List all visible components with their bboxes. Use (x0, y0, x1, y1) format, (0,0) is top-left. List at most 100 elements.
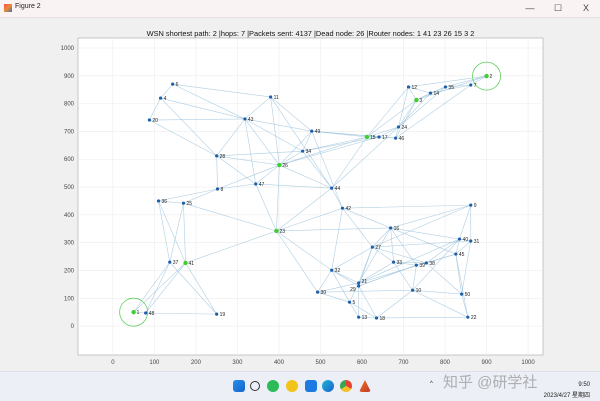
taskbar: ^ 9:50 2023/4/27 星期四 (0, 371, 600, 401)
edge-line (398, 86, 409, 128)
security-icon[interactable] (305, 380, 317, 392)
edge-line (331, 188, 343, 209)
sensor-node (215, 187, 220, 191)
sensor-node (377, 135, 381, 139)
sensor-node (156, 199, 161, 203)
edge-line (331, 126, 399, 189)
edge-line (358, 316, 377, 319)
node-label: 1 (137, 310, 140, 316)
edge-line (358, 261, 394, 284)
sensor-node (171, 82, 175, 86)
edge-line (183, 202, 277, 232)
clock-time[interactable]: 9:50 (578, 382, 590, 388)
edge-line (470, 75, 487, 86)
edge-line (169, 203, 184, 263)
sensor-node (357, 284, 361, 288)
tray-chevron-icon[interactable]: ^ (430, 381, 433, 387)
router-node (364, 134, 370, 140)
sensor-node (254, 182, 258, 186)
chrome-icon[interactable] (340, 380, 352, 392)
node-label: 11 (274, 95, 279, 101)
edge-line (393, 261, 427, 264)
sensor-node (357, 281, 361, 285)
node-label: 45 (459, 252, 465, 258)
node-label: 7 (474, 83, 477, 89)
sensor-node (428, 91, 433, 95)
node-label: 18 (380, 316, 386, 322)
edge-line (185, 230, 277, 264)
router-node (183, 260, 188, 266)
edge-line (390, 227, 460, 240)
edge-line (358, 253, 456, 284)
edge-line (342, 204, 471, 209)
edge-line (378, 136, 396, 139)
edge-line (216, 155, 218, 189)
edge-line (317, 282, 359, 293)
matlab-icon[interactable] (359, 380, 371, 392)
edge-line (459, 238, 471, 242)
y-tick-label: 900 (64, 74, 75, 80)
node-label: 37 (173, 260, 179, 266)
edge-line (216, 118, 246, 157)
search-icon[interactable] (250, 381, 260, 391)
sensor-node (315, 290, 320, 294)
wechat-icon[interactable] (267, 380, 279, 392)
node-label: 28 (220, 154, 226, 160)
edge-line (390, 204, 471, 229)
node-label: 29 (350, 287, 356, 293)
node-label: 14 (433, 91, 439, 97)
edge-line (372, 227, 391, 248)
edge-line (145, 312, 217, 315)
node-label: 22 (471, 315, 477, 321)
y-tick-label: 500 (64, 185, 75, 191)
app-icon[interactable] (286, 380, 298, 392)
y-tick-label: 1000 (61, 46, 75, 52)
y-tick-label: 600 (64, 157, 75, 163)
sensor-node (168, 260, 172, 264)
maximize-button[interactable]: ☐ (553, 3, 563, 13)
minimize-button[interactable]: — (525, 3, 535, 13)
y-tick-label: 300 (64, 241, 75, 247)
x-tick-label: 100 (149, 360, 160, 366)
windows-start-icon[interactable] (233, 380, 245, 392)
edge-line (398, 86, 446, 128)
edge-line (145, 261, 171, 314)
sensor-node (389, 226, 393, 230)
node-label: 50 (465, 292, 471, 298)
edge-line (158, 200, 184, 204)
close-button[interactable]: X (582, 3, 589, 13)
edge-line (149, 97, 161, 121)
edge-line (133, 261, 170, 313)
sensor-node (144, 311, 148, 315)
node-label: 40 (463, 237, 469, 243)
x-tick-label: 300 (232, 360, 243, 366)
x-tick-label: 1000 (521, 360, 535, 366)
sensor-node (330, 186, 334, 190)
node-label: 5 (353, 300, 356, 306)
edge-line (270, 96, 280, 166)
router-node (484, 73, 489, 79)
sensor-node (357, 315, 361, 319)
edge-line (133, 262, 186, 313)
sensor-node (215, 312, 219, 316)
node-label: 16 (394, 226, 400, 232)
matlab-figure-icon (4, 4, 12, 12)
edge-line (302, 150, 332, 189)
network-plot: 0 100 200 300 400 500 600 700 800 900 1000 0 100 200 3… (61, 37, 544, 366)
edge-line (279, 130, 312, 166)
edge-line (244, 118, 312, 132)
edge-line (172, 83, 246, 120)
sensor-node (466, 315, 470, 319)
edge-icon[interactable] (322, 380, 334, 392)
node-label: 38 (429, 261, 435, 267)
x-tick-label: 200 (191, 360, 202, 366)
node-label: 26 (282, 163, 288, 169)
edge-line (366, 99, 417, 138)
sensor-node (330, 268, 334, 272)
edge-line (372, 246, 427, 264)
node-label: 39 (419, 263, 425, 269)
edge-line (430, 84, 471, 94)
clock-date[interactable]: 2023/4/27 星期四 (543, 393, 590, 399)
node-label: 49 (315, 129, 321, 135)
node-label: 36 (162, 199, 168, 205)
